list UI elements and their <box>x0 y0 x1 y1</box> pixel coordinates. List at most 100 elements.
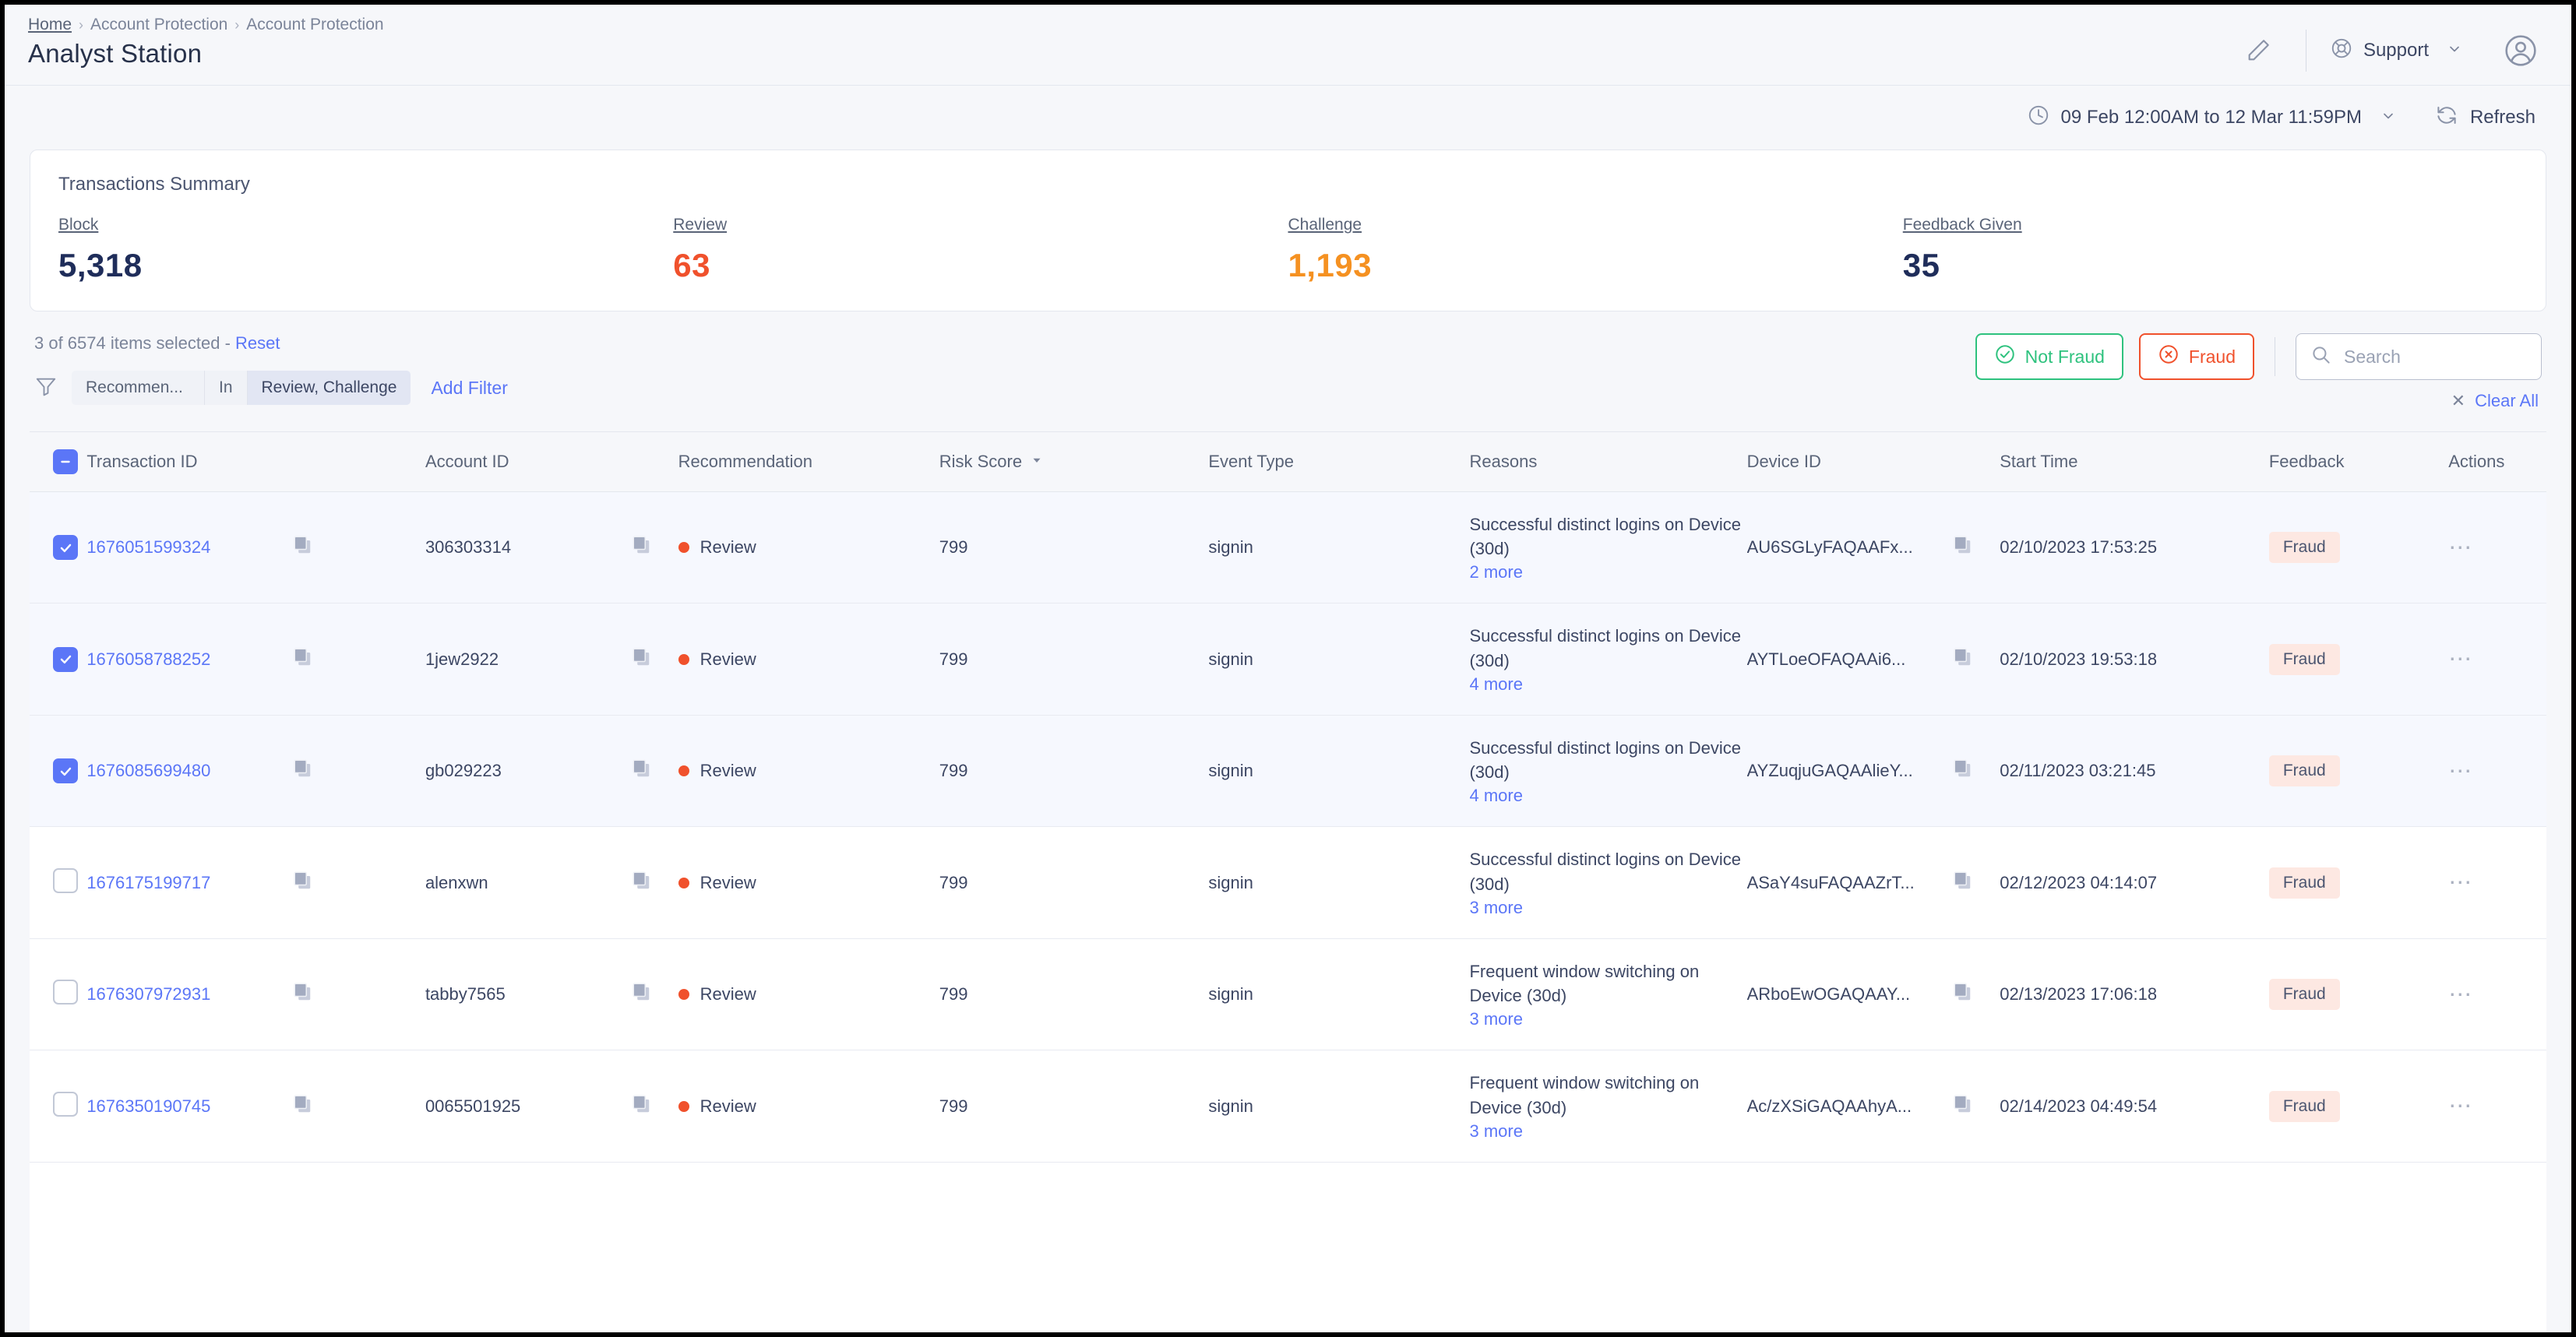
copy-account-id-icon[interactable] <box>629 938 678 1051</box>
copy-device-id-icon[interactable] <box>1951 603 2000 716</box>
clear-all-button[interactable]: ✕ Clear All <box>2451 391 2542 411</box>
fraud-button[interactable]: Fraud <box>2138 333 2254 380</box>
reasons-more-link[interactable]: 3 more <box>1469 1121 1523 1141</box>
reasons-more-link[interactable]: 4 more <box>1469 674 1523 694</box>
metric-label-challenge[interactable]: Challenge <box>1288 216 1362 234</box>
copy-transaction-id-icon[interactable] <box>291 826 425 939</box>
row-select-cell <box>30 715 87 828</box>
breadcrumb-item-account-protection[interactable]: Account Protection <box>90 16 228 33</box>
transaction-id-link[interactable]: 1676051599324 <box>86 537 211 558</box>
transaction-id-link[interactable]: 1676307972931 <box>86 984 211 1005</box>
row-select-checkbox[interactable] <box>53 980 78 1005</box>
risk-score-sort[interactable]: Risk Score <box>939 452 1044 472</box>
metric-label-feedback-given[interactable]: Feedback Given <box>1902 216 2022 234</box>
copy-account-id-icon[interactable] <box>629 1050 678 1163</box>
transaction-id-link[interactable]: 1676085699480 <box>86 761 211 781</box>
cell-recommendation: Review <box>678 603 939 716</box>
row-select-checkbox[interactable] <box>53 867 78 893</box>
copy-device-id-icon[interactable] <box>1951 938 2000 1051</box>
column-header-feedback[interactable]: Feedback <box>2268 432 2449 492</box>
table-row[interactable]: 1676051599324 306303314 Review 799 signin Suc… <box>30 491 2546 604</box>
copy-transaction-id-icon[interactable] <box>291 603 425 716</box>
recommendation-status-dot <box>678 765 689 777</box>
row-actions-menu-icon[interactable]: ⋯ <box>2448 534 2475 561</box>
search-input[interactable] <box>2344 346 2527 368</box>
date-range-picker[interactable]: 09 Feb 12:00AM to 12 Mar 11:59PM <box>2027 104 2396 132</box>
support-menu[interactable]: Support <box>2330 37 2462 65</box>
table-row[interactable]: 1676307972931 tabby7565 Review 799 signin Fre… <box>30 938 2546 1051</box>
cell-actions: ⋯ <box>2448 715 2546 828</box>
row-actions-menu-icon[interactable]: ⋯ <box>2448 758 2475 784</box>
cell-reasons: Successful distinct logins on Device (30… <box>1469 826 1747 939</box>
not-fraud-button[interactable]: Not Fraud <box>1975 333 2123 380</box>
copy-account-id-icon[interactable] <box>629 603 678 716</box>
row-select-checkbox[interactable] <box>53 1091 78 1117</box>
column-header-actions: Actions <box>2448 432 2546 492</box>
copy-transaction-id-icon[interactable] <box>291 938 425 1051</box>
lifebuoy-icon <box>2330 37 2353 65</box>
row-select-checkbox[interactable] <box>53 758 78 784</box>
column-header-risk-score[interactable]: Risk Score <box>939 432 1209 492</box>
refresh-icon <box>2435 104 2458 132</box>
table-header-row: Transaction ID Account ID Recommendation… <box>30 432 2546 492</box>
row-actions-menu-icon[interactable]: ⋯ <box>2448 1093 2475 1120</box>
refresh-button[interactable]: Refresh <box>2435 104 2535 132</box>
reason-text: Successful distinct logins on Device (30… <box>1469 626 1741 670</box>
pencil-icon[interactable] <box>2234 30 2282 71</box>
copy-device-id-icon[interactable] <box>1951 715 2000 828</box>
table-row[interactable]: 1676175199717 alenxwn Review 799 signin Succe… <box>30 826 2546 939</box>
transaction-id-link[interactable]: 1676350190745 <box>86 1096 211 1116</box>
column-header-account-id[interactable]: Account ID <box>425 432 629 492</box>
row-actions-menu-icon[interactable]: ⋯ <box>2448 981 2475 1008</box>
copy-account-id-icon[interactable] <box>629 826 678 939</box>
copy-device-id-icon[interactable] <box>1951 491 2000 604</box>
reasons-more-link[interactable]: 2 more <box>1469 562 1523 582</box>
copy-transaction-id-icon[interactable] <box>291 1050 425 1163</box>
metric-value-review: 63 <box>673 247 710 283</box>
select-all-checkbox[interactable] <box>53 449 78 474</box>
cell-transaction-id: 1676307972931 <box>86 938 291 1051</box>
clear-all-label: Clear All <box>2475 391 2539 410</box>
cell-device-id: AYZuqjuGAQAAlieY... <box>1746 715 1951 828</box>
metric-label-review[interactable]: Review <box>673 216 728 234</box>
table-row[interactable]: 1676350190745 0065501925 Review 799 signin Fr… <box>30 1050 2546 1163</box>
row-actions-menu-icon[interactable]: ⋯ <box>2448 646 2475 673</box>
breadcrumb-item-account-protection-2[interactable]: Account Protection <box>246 16 384 33</box>
column-header-event-type[interactable]: Event Type <box>1208 432 1470 492</box>
filter-field-chip[interactable]: Recommen... <box>72 371 204 405</box>
column-header-transaction-id[interactable]: Transaction ID <box>86 432 291 492</box>
column-header-start-time[interactable]: Start Time <box>2000 432 2269 492</box>
reasons-more-link[interactable]: 3 more <box>1469 897 1523 917</box>
row-select-checkbox[interactable] <box>53 535 78 561</box>
recommendation-label: Review <box>700 984 756 1005</box>
copy-transaction-id-icon[interactable] <box>291 715 425 828</box>
table-row[interactable]: 1676085699480 gb029223 Review 799 signin Succ… <box>30 715 2546 828</box>
search-box[interactable] <box>2296 333 2542 380</box>
reset-selection-button[interactable]: Reset <box>235 333 280 353</box>
column-header-recommendation[interactable]: Recommendation <box>678 432 939 492</box>
row-actions-menu-icon[interactable]: ⋯ <box>2448 870 2475 896</box>
transaction-id-link[interactable]: 1676175199717 <box>86 872 211 892</box>
metric-review: Review 63 <box>673 216 1288 284</box>
copy-transaction-id-icon[interactable] <box>291 491 425 604</box>
metric-label-block[interactable]: Block <box>58 216 99 234</box>
cell-reasons: Successful distinct logins on Device (30… <box>1469 715 1747 828</box>
row-select-checkbox[interactable] <box>53 646 78 672</box>
copy-account-id-icon[interactable] <box>629 715 678 828</box>
chevron-down-icon <box>2447 41 2462 61</box>
filter-operator-chip[interactable]: In <box>204 371 248 405</box>
add-filter-button[interactable]: Add Filter <box>431 377 508 398</box>
filter-value-chip[interactable]: Review, Challenge <box>247 371 411 405</box>
breadcrumb-item-home[interactable]: Home <box>28 16 72 33</box>
column-header-device-id[interactable]: Device ID <box>1746 432 1951 492</box>
transaction-id-link[interactable]: 1676058788252 <box>86 649 211 669</box>
reasons-more-link[interactable]: 4 more <box>1469 786 1523 806</box>
column-header-reasons[interactable]: Reasons <box>1469 432 1747 492</box>
reasons-more-link[interactable]: 3 more <box>1469 1009 1523 1029</box>
user-avatar-icon[interactable] <box>2497 30 2545 71</box>
copy-device-id-icon[interactable] <box>1951 1050 2000 1163</box>
copy-device-id-icon[interactable] <box>1951 826 2000 939</box>
table-row[interactable]: 1676058788252 1jew2922 Review 799 signin Succ… <box>30 603 2546 716</box>
cell-reasons: Successful distinct logins on Device (30… <box>1469 603 1747 716</box>
copy-account-id-icon[interactable] <box>629 491 678 604</box>
